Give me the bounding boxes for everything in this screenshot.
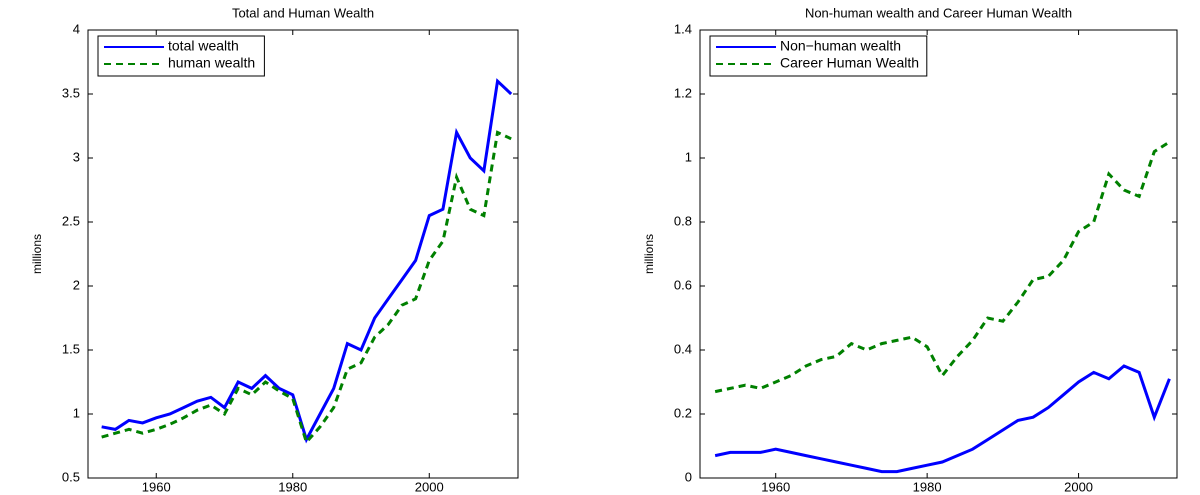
y-axis-label: millions xyxy=(30,234,44,274)
data-line xyxy=(101,78,513,444)
x-tick-label: 1960 xyxy=(761,479,790,494)
data-line xyxy=(714,364,1171,474)
x-tick-label: 1980 xyxy=(278,479,307,494)
y-tick-label: 0.2 xyxy=(674,405,692,420)
legend-label: total wealth xyxy=(168,38,239,54)
plot-area xyxy=(699,29,1178,479)
y-tick-label: 4 xyxy=(73,21,80,36)
x-tick-label: 2000 xyxy=(415,479,444,494)
y-tick-label: 2.5 xyxy=(62,213,80,228)
y-tick-label: 1.2 xyxy=(674,85,692,100)
chart-title: Non-human wealth and Career Human Wealth xyxy=(805,5,1072,20)
plot-area xyxy=(87,29,519,479)
y-tick-label: 0.4 xyxy=(674,341,692,356)
y-tick-label: 0.8 xyxy=(674,213,692,228)
y-tick-label: 0.5 xyxy=(62,469,80,484)
y-tick-label: 0 xyxy=(685,469,692,484)
legend-label: Career Human Wealth xyxy=(780,55,919,71)
y-tick-label: 3 xyxy=(73,149,80,164)
y-tick-label: 1.5 xyxy=(62,341,80,356)
data-line xyxy=(714,140,1171,394)
y-tick-label: 1 xyxy=(73,405,80,420)
legend-label: human wealth xyxy=(168,55,255,71)
y-tick-label: 1 xyxy=(685,149,692,164)
legend-box xyxy=(709,35,928,77)
x-tick-label: 2000 xyxy=(1064,479,1093,494)
y-tick-label: 0.6 xyxy=(674,277,692,292)
chart-title: Total and Human Wealth xyxy=(232,5,374,20)
x-tick-label: 1960 xyxy=(142,479,171,494)
y-tick-label: 2 xyxy=(73,277,80,292)
x-tick-label: 1980 xyxy=(913,479,942,494)
legend-label: Non−human wealth xyxy=(780,38,901,54)
y-tick-label: 3.5 xyxy=(62,85,80,100)
y-axis-label: millions xyxy=(642,234,656,274)
y-tick-label: 1.4 xyxy=(674,21,692,36)
legend-box xyxy=(97,35,265,77)
